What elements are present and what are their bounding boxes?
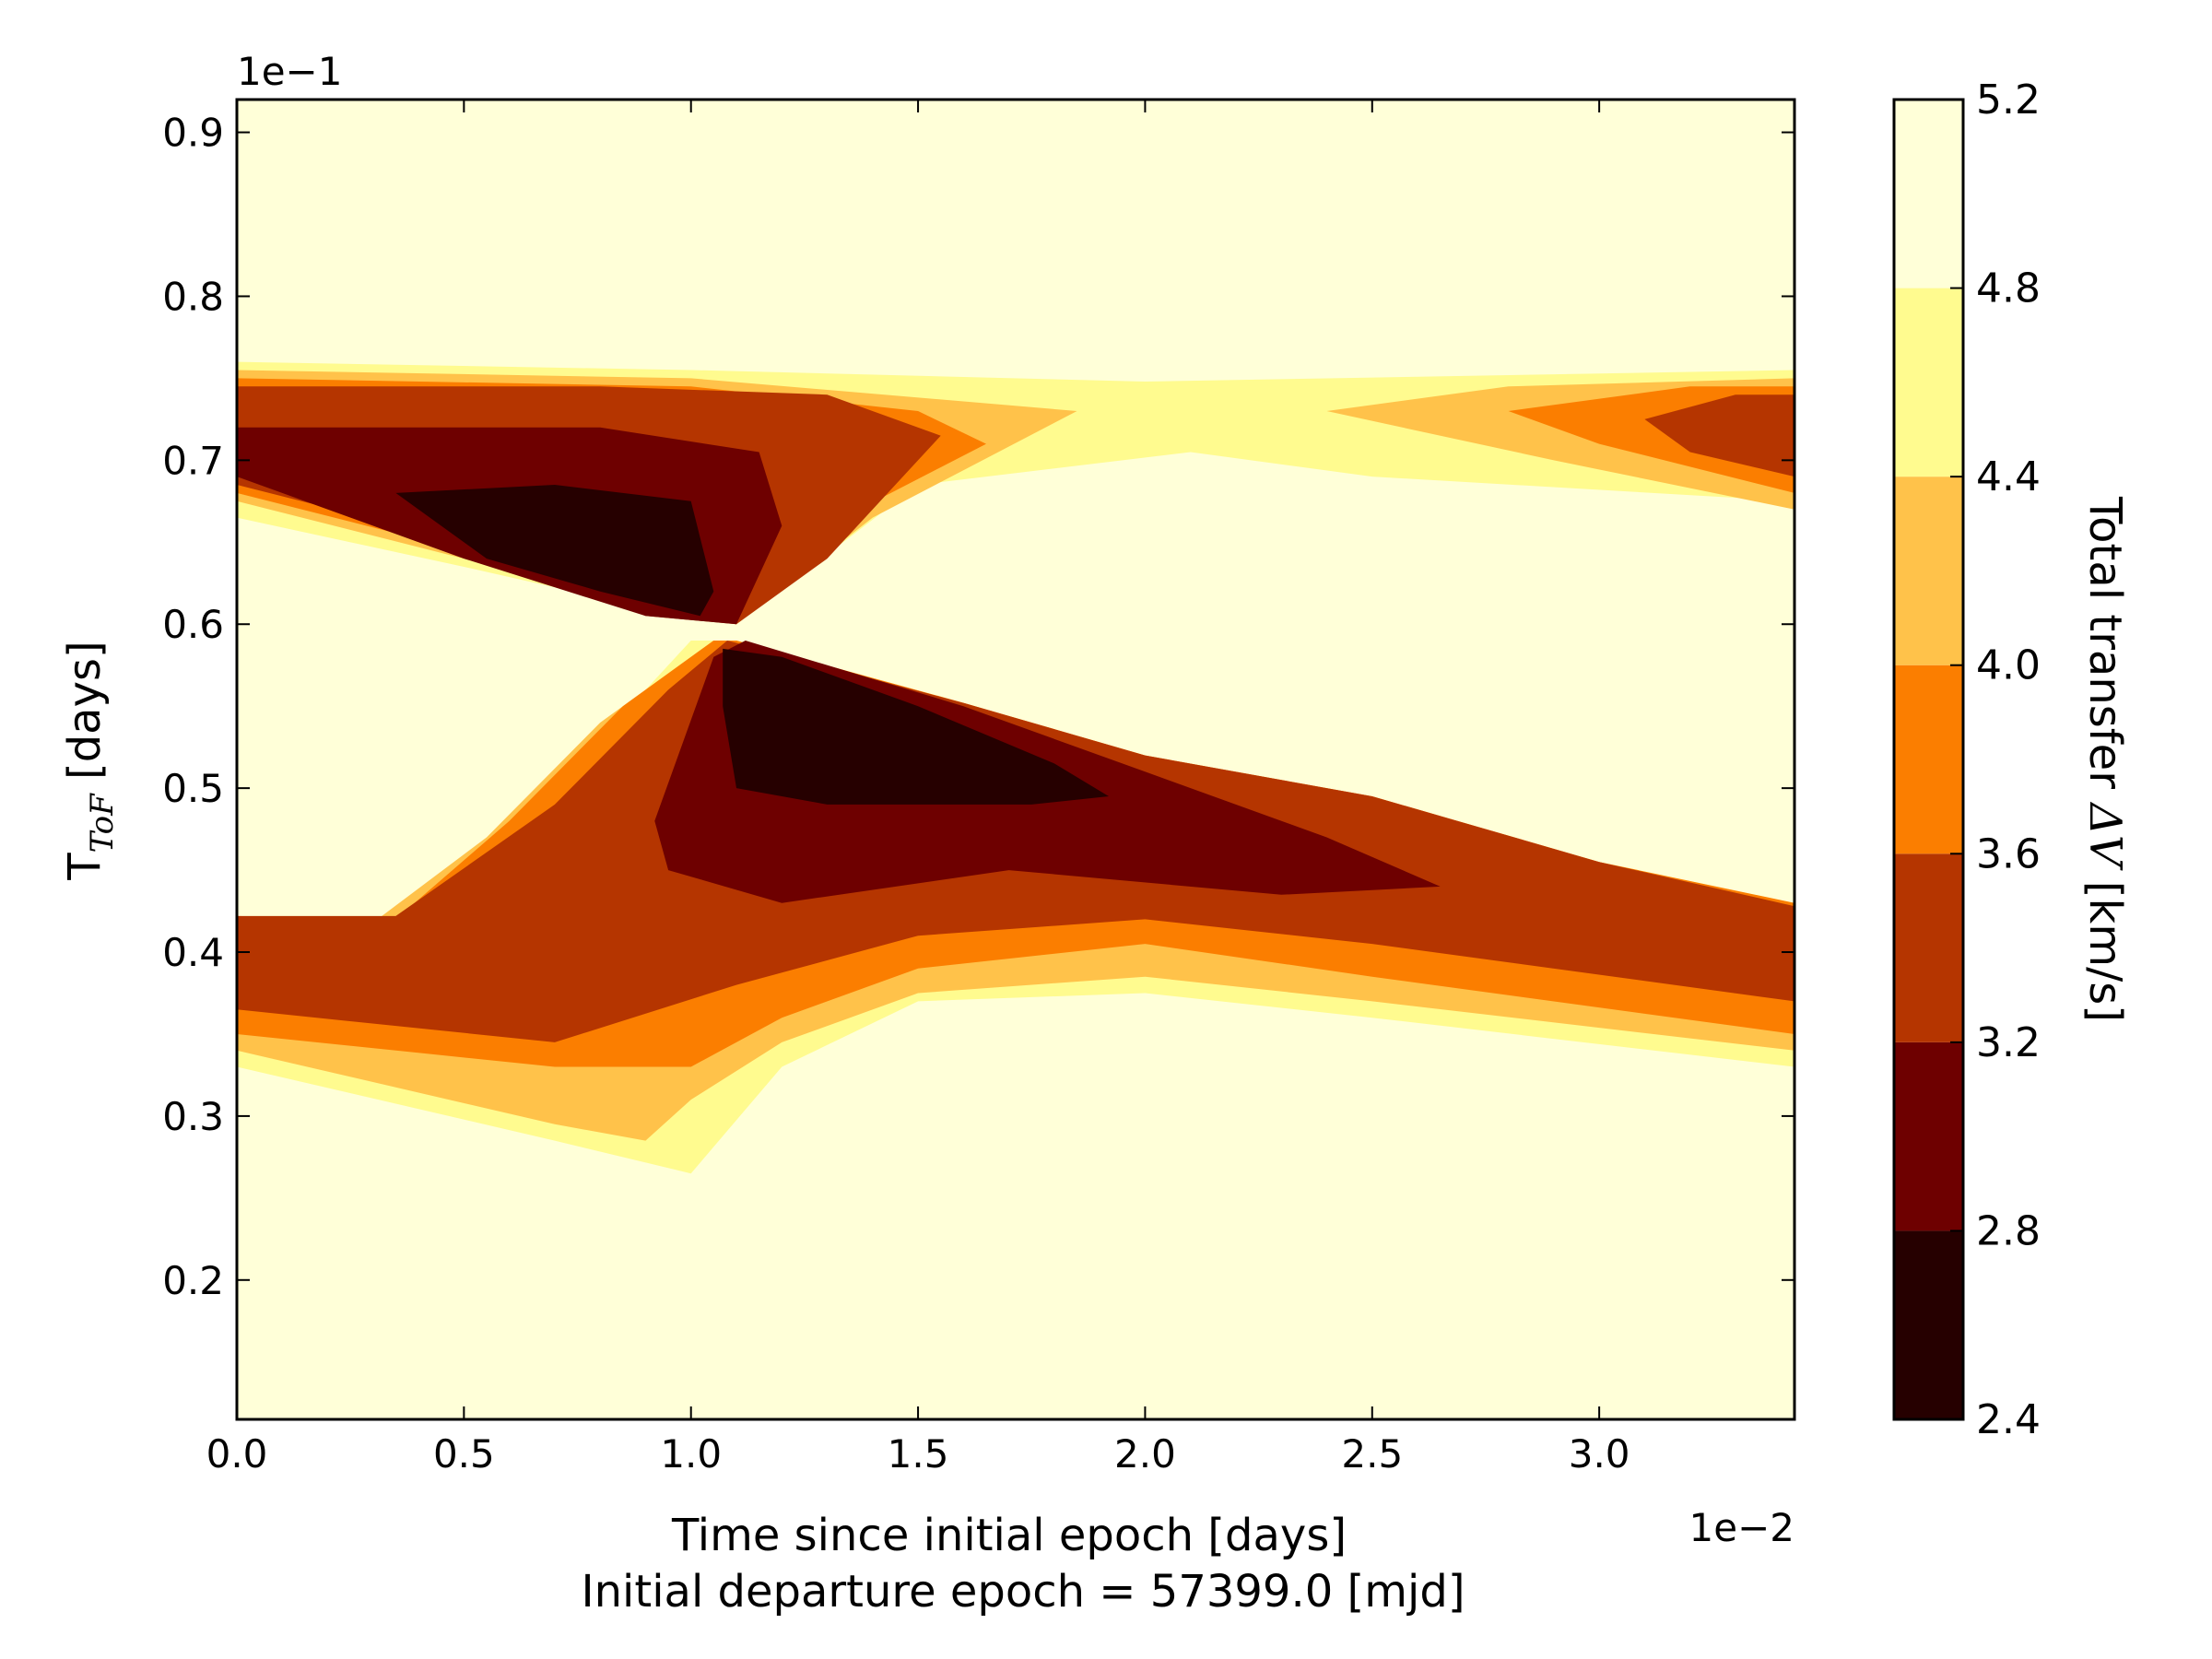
- colorbar-label-symbol: ΔV: [2079, 801, 2131, 871]
- colorbar-swatch-5: [1894, 288, 1963, 477]
- colorbar-swatch-0: [1894, 1230, 1963, 1419]
- y-tick-label-0: 0.2: [162, 1258, 224, 1303]
- x-axis-ticks: 0.0 0.5 1.0 1.5 2.0 2.5 3.0: [206, 100, 1630, 1477]
- colorbar-label-rest: [km/s]: [2079, 867, 2131, 1022]
- y-tick-label-1: 0.3: [162, 1094, 224, 1139]
- colorbar-tick-label-7: 5.2: [1976, 76, 2041, 124]
- x-tick-label-3: 1.5: [888, 1431, 949, 1477]
- colorbar-tick-label-2: 3.2: [1976, 1019, 2041, 1066]
- contour-region-13: [395, 485, 714, 617]
- colorbar-frame: [1892, 98, 1965, 1421]
- plot-frame: [235, 98, 1796, 1421]
- colorbar-label: Total transfer ΔV [km/s]: [2079, 496, 2131, 1022]
- y-tick-label-2: 0.4: [162, 930, 224, 975]
- colorbar-tick-label-3: 3.6: [1976, 830, 2041, 877]
- y-tick-label-3: 0.5: [162, 766, 224, 811]
- x-tick-label-2: 1.0: [660, 1431, 722, 1477]
- colorbar-tick-label-5: 4.4: [1976, 453, 2041, 500]
- colorbar: [1894, 100, 1963, 1419]
- x-axis-label: Time since initial epoch [days]: [671, 1510, 1347, 1561]
- contour-regions: [237, 361, 1794, 1174]
- y-axis-label-main: T: [59, 853, 111, 881]
- x-axis-label-line2: Initial departure epoch = 57399.0 [mjd]: [581, 1566, 1465, 1618]
- x-tick-label-4: 2.0: [1114, 1431, 1176, 1477]
- colorbar-tick-label-1: 2.8: [1976, 1207, 2041, 1254]
- y-axis-label: TToF [days]: [59, 641, 121, 880]
- colorbar-label-main: Total transfer: [2079, 496, 2131, 803]
- colorbar-ticks: 2.4 2.8 3.2 3.6 4.0 4.4 4.8 5.2: [1950, 76, 2041, 1443]
- y-axis-label-subscript: ToF: [84, 793, 121, 853]
- colorbar-swatch-3: [1894, 665, 1963, 854]
- y-axis-label-rest: [days]: [59, 641, 111, 794]
- x-offset-text: 1e−2: [1689, 1505, 1794, 1550]
- colorbar-tick-label-0: 2.4: [1976, 1396, 2041, 1443]
- y-tick-label-5: 0.7: [162, 438, 224, 483]
- x-tick-label-0: 0.0: [206, 1431, 268, 1477]
- y-tick-label-4: 0.6: [162, 602, 224, 647]
- colorbar-tick-label-6: 4.8: [1976, 265, 2041, 312]
- x-tick-label-5: 2.5: [1341, 1431, 1403, 1477]
- colorbar-swatch-2: [1894, 853, 1963, 1042]
- y-tick-label-7: 0.9: [162, 111, 224, 156]
- colorbar-swatch-1: [1894, 1041, 1963, 1231]
- colorbar-swatch-6: [1894, 100, 1963, 288]
- y-axis-ticks: 0.2 0.3 0.4 0.5 0.6 0.7 0.8 0.9: [162, 111, 1794, 1303]
- y-offset-text: 1e−1: [237, 49, 342, 94]
- contour-region-9: [1644, 394, 1794, 477]
- colorbar-swatch-4: [1894, 477, 1963, 665]
- y-tick-label-6: 0.8: [162, 274, 224, 319]
- contour-region-14: [723, 648, 1109, 805]
- x-tick-label-1: 0.5: [433, 1431, 495, 1477]
- x-tick-label-6: 3.0: [1569, 1431, 1630, 1477]
- colorbar-tick-label-4: 4.0: [1976, 642, 2041, 689]
